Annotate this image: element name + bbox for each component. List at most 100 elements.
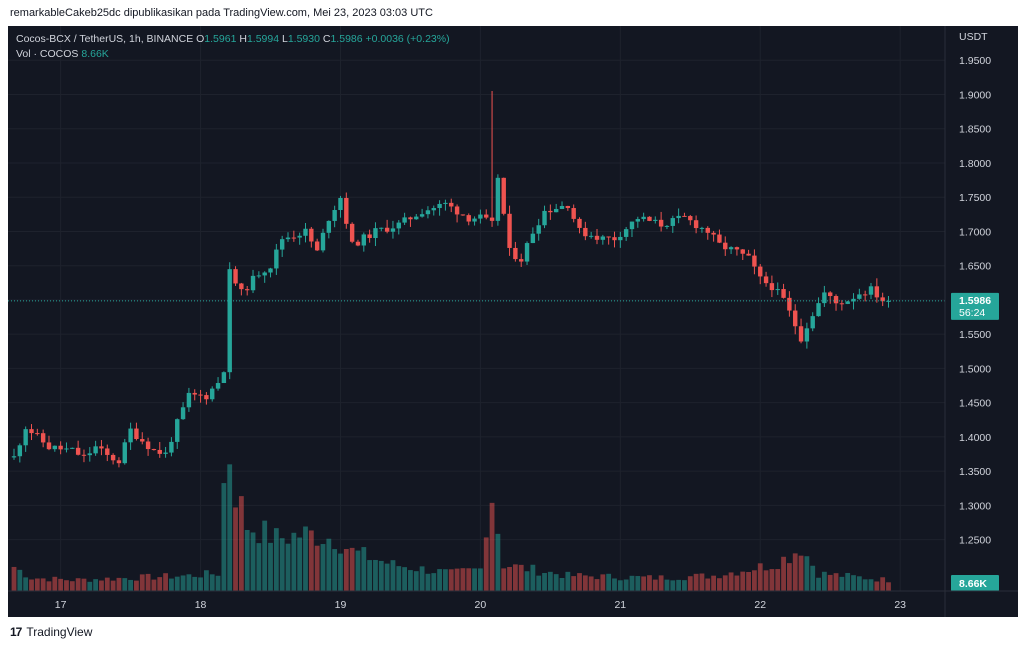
candle-body xyxy=(58,445,63,450)
volume-bar xyxy=(792,553,798,591)
volume-bar xyxy=(11,566,17,591)
volume-bar xyxy=(151,579,157,591)
candle-body xyxy=(833,296,839,304)
publish-caption: remarkableCakeb25dc dipublikasikan pada … xyxy=(10,7,433,19)
volume-bar xyxy=(606,573,612,591)
candle-body xyxy=(449,202,454,207)
candle-body xyxy=(676,215,681,219)
volume-bar xyxy=(676,579,682,591)
y-tick-label: 1.4000 xyxy=(959,432,991,444)
candle-body xyxy=(192,392,197,395)
volume-bar xyxy=(868,579,874,591)
x-tick-label: 19 xyxy=(335,599,347,611)
volume-bar xyxy=(565,571,571,591)
volume-bar xyxy=(798,555,804,591)
volume-bar xyxy=(203,570,209,591)
volume-bar xyxy=(198,577,203,591)
candlestick-chart[interactable]: USDT 1.9500 1.9000 1.8500 1.8000 1.7500 1.7000… xyxy=(8,26,1018,617)
volume-bar xyxy=(728,572,734,591)
y-tick-label: 1.8000 xyxy=(959,158,991,170)
volume-bar xyxy=(571,576,577,591)
candle-body xyxy=(151,449,157,451)
candle-body xyxy=(874,286,880,298)
volume-bar xyxy=(244,529,250,591)
candle-body xyxy=(227,269,232,373)
price-axis xyxy=(945,26,1018,617)
tradingview-logo-icon: 17 xyxy=(10,625,22,639)
candle-body xyxy=(658,219,664,227)
candle-body xyxy=(763,276,769,284)
open-label: O xyxy=(196,33,205,45)
volume-bar xyxy=(524,571,530,591)
candle-body xyxy=(279,239,285,250)
volume-bar xyxy=(46,581,52,591)
candle-body xyxy=(845,301,850,304)
candle-body xyxy=(75,447,81,455)
chart-panel[interactable]: USDT 1.9500 1.9000 1.8500 1.8000 1.7500 1.7000… xyxy=(8,26,1018,617)
volume-bar xyxy=(192,576,198,591)
volume-bar xyxy=(233,507,238,591)
volume-bar xyxy=(116,577,122,591)
volume-bar xyxy=(693,573,699,591)
volume-bar xyxy=(64,580,69,591)
volume-bar xyxy=(227,464,233,591)
volume-bar xyxy=(238,496,244,591)
volume-bar xyxy=(355,550,361,591)
low-value: 1.5930 xyxy=(287,33,320,45)
candle-body xyxy=(862,294,868,296)
change-value: +0.0036 (+0.23%) xyxy=(365,33,450,45)
volume-bar xyxy=(279,538,285,591)
y-tick-label: 1.3000 xyxy=(959,500,991,512)
volume-bar xyxy=(308,530,314,591)
volume-bar xyxy=(600,574,606,591)
volume-bar xyxy=(104,577,110,591)
candle-body xyxy=(548,210,553,213)
y-tick-label: 1.4500 xyxy=(959,398,991,410)
candle-body xyxy=(239,283,244,290)
volume-bar xyxy=(145,573,151,591)
symbol-label[interactable]: Cocos-BCX / TetherUS, 1h, BINANCE xyxy=(16,33,194,45)
candle-body xyxy=(886,300,891,302)
volume-bar xyxy=(594,579,600,591)
volume-bar xyxy=(507,566,512,591)
volume-bar xyxy=(641,576,647,591)
footer-brand[interactable]: 17 TradingView xyxy=(10,625,92,639)
high-label: H xyxy=(239,33,247,45)
volume-bar xyxy=(93,579,99,591)
y-tick-label: 1.7000 xyxy=(959,226,991,238)
candle-body xyxy=(775,289,780,291)
ohlc-row: Cocos-BCX / TetherUS, 1h, BINANCE O1.596… xyxy=(16,32,450,47)
candle-body xyxy=(495,177,501,221)
candle-body xyxy=(70,447,75,449)
candle-body xyxy=(396,222,401,229)
candle-body xyxy=(641,216,646,220)
volume-bar xyxy=(297,537,303,591)
volume-bar xyxy=(839,576,845,591)
candle-body xyxy=(594,235,600,240)
candle-body xyxy=(460,214,466,216)
volume-bar xyxy=(810,565,816,591)
volume-bar xyxy=(553,574,559,591)
volume-bar xyxy=(705,578,711,591)
candle-body xyxy=(349,223,355,242)
volume-bar xyxy=(378,560,384,591)
volume-bar xyxy=(518,564,524,591)
candle-body xyxy=(145,441,151,450)
volume-bar xyxy=(402,567,408,591)
volume-bar xyxy=(34,578,40,591)
candle-body xyxy=(215,383,221,389)
candle-body xyxy=(309,228,314,242)
candle-body xyxy=(87,453,92,456)
candle-body xyxy=(781,289,786,298)
candle-body xyxy=(344,197,349,224)
volume-label[interactable]: Vol · COCOS xyxy=(16,48,79,60)
candle-body xyxy=(384,227,390,232)
volume-bar xyxy=(804,556,810,591)
candle-body xyxy=(233,269,238,284)
volume-bar xyxy=(699,573,705,591)
candle-body xyxy=(262,272,267,276)
volume-bar xyxy=(460,568,466,591)
volume-bar xyxy=(215,575,221,591)
volume-bar xyxy=(740,571,746,591)
open-value: 1.5961 xyxy=(204,33,237,45)
